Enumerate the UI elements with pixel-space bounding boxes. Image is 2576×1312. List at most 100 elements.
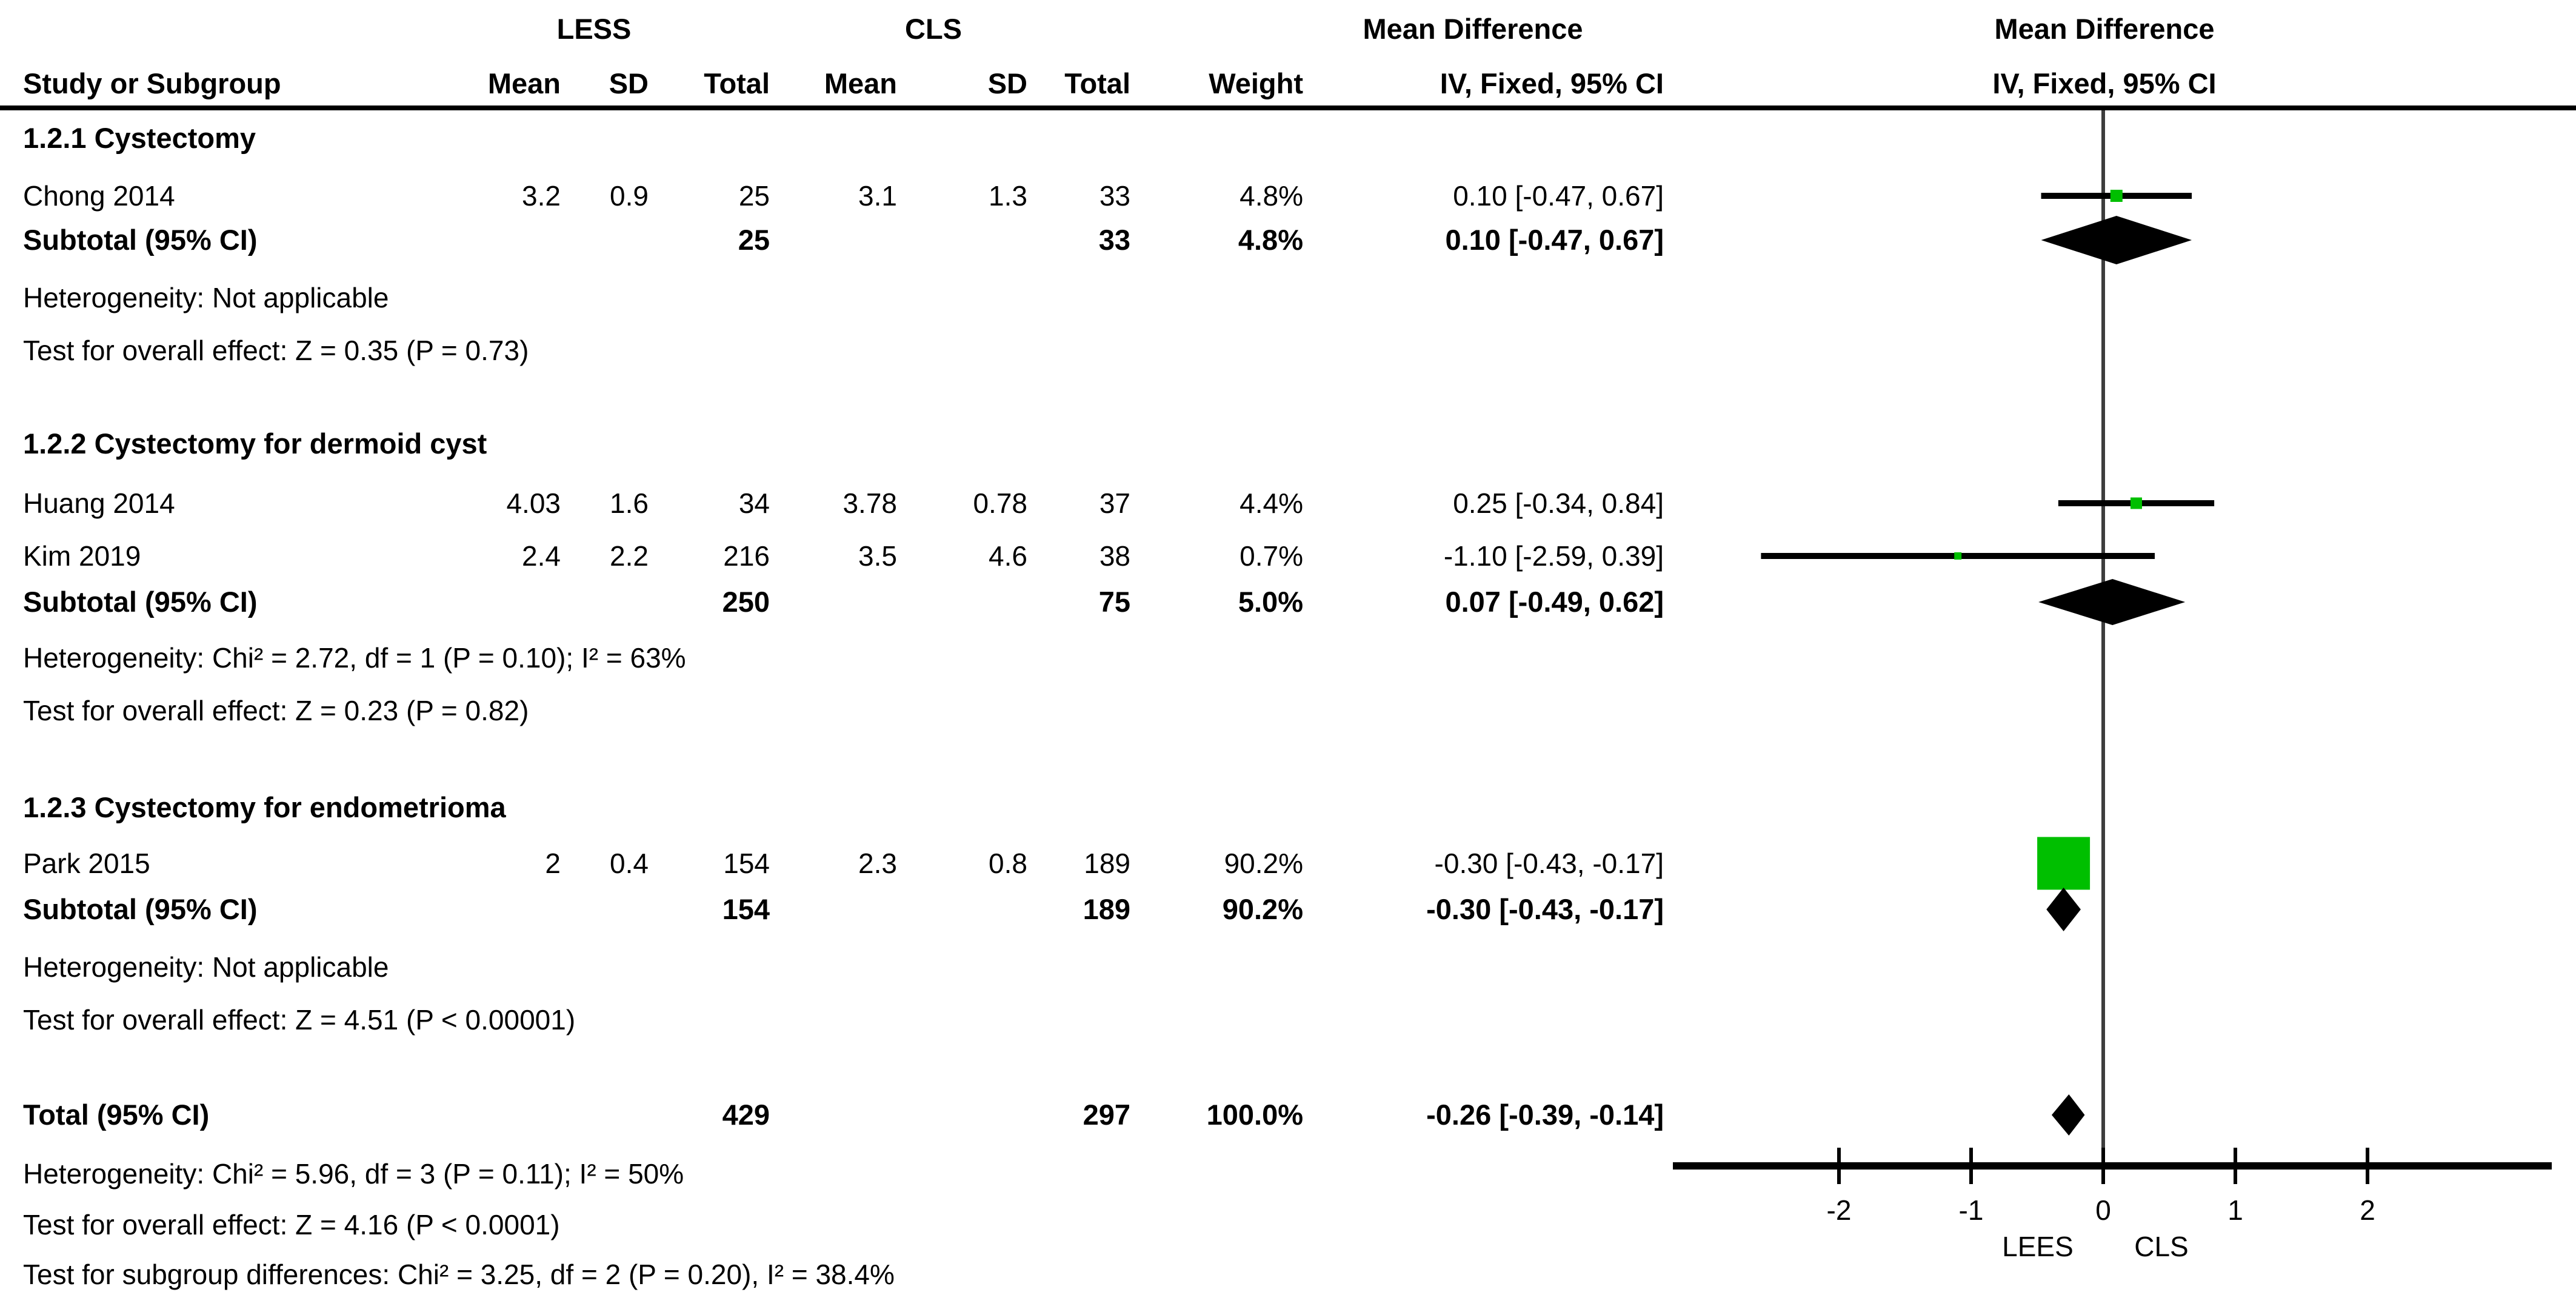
total-heterogeneity-text: Heterogeneity: Chi² = 5.96, df = 3 (P = … bbox=[23, 1158, 684, 1190]
effect-square bbox=[1954, 552, 1962, 560]
weight-value: 90.2% bbox=[1224, 848, 1303, 879]
effect-square bbox=[2110, 190, 2123, 202]
total1-value: 34 bbox=[738, 487, 770, 519]
axis-footer-label: CLS bbox=[2134, 1231, 2188, 1262]
axis-tick-label: 0 bbox=[2095, 1194, 2111, 1226]
subtotal-total2: 189 bbox=[1083, 893, 1130, 925]
mean1-column-header: Mean bbox=[487, 67, 561, 99]
total2-column-header: Total bbox=[1064, 67, 1130, 99]
group1-header: LESS bbox=[556, 13, 632, 45]
study-name: Chong 2014 bbox=[23, 180, 175, 212]
summary-diamond bbox=[2041, 216, 2192, 264]
subtotal-total2: 75 bbox=[1098, 586, 1130, 618]
total2-value: 38 bbox=[1099, 540, 1130, 572]
sd1-value: 1.6 bbox=[610, 487, 649, 519]
total1-value: 154 bbox=[723, 848, 770, 879]
subgroup-heading: 1.2.1 Cystectomy bbox=[23, 122, 256, 154]
weight-value: 4.4% bbox=[1240, 487, 1303, 519]
sd2-column-header: SD bbox=[987, 67, 1027, 99]
mean1-value: 2 bbox=[545, 848, 561, 879]
overall-effect-text: Test for overall effect: Z = 0.35 (P = 0… bbox=[23, 335, 529, 366]
total-overall-effect-text: Test for overall effect: Z = 4.16 (P < 0… bbox=[23, 1209, 560, 1240]
subtotal-total2: 33 bbox=[1098, 224, 1130, 256]
subtotal-weight: 4.8% bbox=[1238, 224, 1303, 256]
subtotal-total1: 250 bbox=[722, 586, 770, 618]
sd1-value: 2.2 bbox=[610, 540, 649, 572]
subgroup-heading: 1.2.3 Cystectomy for endometrioma bbox=[23, 791, 506, 823]
summary-diamond bbox=[2038, 579, 2186, 625]
subtotal-weight: 5.0% bbox=[1238, 586, 1303, 618]
subtotal-ci: 0.07 [-0.49, 0.62] bbox=[1445, 586, 1664, 618]
mean2-value: 2.3 bbox=[858, 848, 897, 879]
total2-value: 189 bbox=[1084, 848, 1130, 879]
mean2-value: 3.5 bbox=[858, 540, 897, 572]
total1-value: 216 bbox=[723, 540, 770, 572]
sd2-value: 1.3 bbox=[989, 180, 1027, 212]
study-name: Park 2015 bbox=[23, 848, 150, 879]
total-total2: 297 bbox=[1083, 1099, 1130, 1131]
sd1-column-header: SD bbox=[609, 67, 649, 99]
mean2-value: 3.1 bbox=[858, 180, 897, 212]
subgroup-heading: 1.2.2 Cystectomy for dermoid cyst bbox=[23, 427, 487, 460]
sd2-value: 0.78 bbox=[973, 487, 1027, 519]
sd1-value: 0.4 bbox=[610, 848, 649, 879]
heterogeneity-text: Heterogeneity: Not applicable bbox=[23, 951, 389, 983]
axis-tick-label: -1 bbox=[1959, 1194, 1984, 1226]
effect-square bbox=[2131, 497, 2142, 509]
ci-text: -1.10 [-2.59, 0.39] bbox=[1443, 540, 1664, 572]
sd2-value: 4.6 bbox=[989, 540, 1027, 572]
total-weight: 100.0% bbox=[1206, 1099, 1303, 1131]
ci-text: 0.10 [-0.47, 0.67] bbox=[1453, 180, 1664, 212]
summary-diamond bbox=[2051, 1094, 2085, 1136]
subtotal-total1: 25 bbox=[738, 224, 770, 256]
plot-column-title: Mean Difference bbox=[1994, 13, 2215, 45]
heterogeneity-text: Heterogeneity: Not applicable bbox=[23, 282, 389, 313]
subtotal-total1: 154 bbox=[722, 893, 770, 925]
total-total1: 429 bbox=[722, 1099, 770, 1131]
summary-diamond bbox=[2046, 888, 2081, 931]
sd2-value: 0.8 bbox=[989, 848, 1027, 879]
total1-column-header: Total bbox=[704, 67, 770, 99]
header-separator-line bbox=[0, 105, 2576, 110]
plot-ci-column-header: IV, Fixed, 95% CI bbox=[1992, 67, 2217, 99]
group2-header: CLS bbox=[905, 13, 962, 45]
mean1-value: 3.2 bbox=[522, 180, 561, 212]
axis-footer-label: LEES bbox=[2002, 1231, 2074, 1262]
subtotal-label: Subtotal (95% CI) bbox=[23, 893, 258, 925]
mean2-value: 3.78 bbox=[843, 487, 897, 519]
total2-value: 33 bbox=[1099, 180, 1130, 212]
total1-value: 25 bbox=[738, 180, 770, 212]
heterogeneity-text: Heterogeneity: Chi² = 2.72, df = 1 (P = … bbox=[23, 642, 686, 674]
mean1-value: 4.03 bbox=[506, 487, 561, 519]
ci-text: 0.25 [-0.34, 0.84] bbox=[1453, 487, 1664, 519]
subtotal-weight: 90.2% bbox=[1222, 893, 1303, 925]
subtotal-label: Subtotal (95% CI) bbox=[23, 586, 258, 618]
sd1-value: 0.9 bbox=[610, 180, 649, 212]
axis-tick-label: 2 bbox=[2360, 1194, 2375, 1226]
weight-value: 4.8% bbox=[1240, 180, 1303, 212]
mean1-value: 2.4 bbox=[522, 540, 561, 572]
overall-effect-text: Test for overall effect: Z = 0.23 (P = 0… bbox=[23, 695, 529, 726]
subtotal-ci: -0.30 [-0.43, -0.17] bbox=[1426, 893, 1664, 925]
weight-column-header: Weight bbox=[1209, 67, 1303, 99]
effect-ci-column-header: IV, Fixed, 95% CI bbox=[1440, 67, 1664, 99]
weight-value: 0.7% bbox=[1240, 540, 1303, 572]
ci-text: -0.30 [-0.43, -0.17] bbox=[1434, 848, 1664, 879]
subgroup-differences-text: Test for subgroup differences: Chi² = 3.… bbox=[23, 1259, 895, 1290]
axis-tick-label: 1 bbox=[2227, 1194, 2243, 1226]
axis-tick-label: -2 bbox=[1827, 1194, 1852, 1226]
study-name: Huang 2014 bbox=[23, 487, 175, 519]
mean2-column-header: Mean bbox=[824, 67, 897, 99]
subtotal-label: Subtotal (95% CI) bbox=[23, 224, 258, 256]
effect-column-title: Mean Difference bbox=[1363, 13, 1583, 45]
study-name: Kim 2019 bbox=[23, 540, 141, 572]
subtotal-ci: 0.10 [-0.47, 0.67] bbox=[1445, 224, 1664, 256]
study-column-header: Study or Subgroup bbox=[23, 67, 281, 99]
effect-square bbox=[2037, 837, 2090, 890]
overall-effect-text: Test for overall effect: Z = 4.51 (P < 0… bbox=[23, 1004, 576, 1036]
total-ci: -0.26 [-0.39, -0.14] bbox=[1426, 1099, 1664, 1131]
total-label: Total (95% CI) bbox=[23, 1099, 210, 1131]
total2-value: 37 bbox=[1099, 487, 1130, 519]
